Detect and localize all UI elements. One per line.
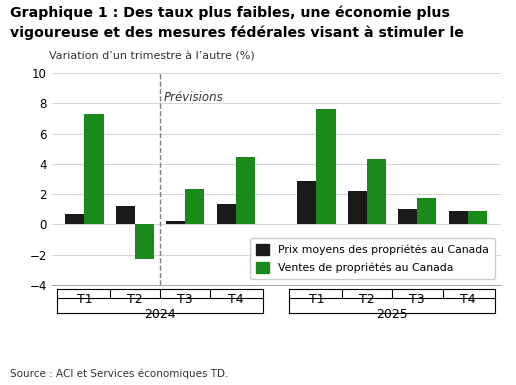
Bar	[467, 211, 487, 224]
Bar	[448, 211, 467, 224]
Bar	[217, 204, 236, 224]
Text: T2: T2	[359, 293, 375, 306]
Text: 2025: 2025	[376, 308, 408, 321]
Text: T4: T4	[460, 293, 476, 306]
Bar	[135, 224, 154, 259]
Text: T3: T3	[178, 293, 193, 306]
Text: Source : ACI et Services économiques TD.: Source : ACI et Services économiques TD.	[10, 369, 229, 379]
Text: T4: T4	[228, 293, 244, 306]
Bar	[236, 157, 255, 224]
Bar	[185, 189, 204, 224]
Bar	[166, 221, 185, 224]
Bar	[398, 209, 417, 224]
Text: Graphique 1 : Des taux plus faibles, une économie plus: Graphique 1 : Des taux plus faibles, une…	[10, 6, 450, 20]
Legend: Prix moyens des propriétés au Canada, Ventes de propriétés au Canada: Prix moyens des propriétés au Canada, Ve…	[250, 238, 495, 280]
Bar	[417, 198, 437, 224]
Text: vigoureuse et des mesures fédérales visant à stimuler le: vigoureuse et des mesures fédérales visa…	[10, 25, 464, 40]
Text: Prévisions: Prévisions	[164, 91, 224, 104]
Text: T1: T1	[76, 293, 92, 306]
Bar	[65, 214, 85, 224]
Bar	[116, 206, 135, 224]
Text: 2024: 2024	[144, 308, 176, 321]
Text: T2: T2	[127, 293, 142, 306]
Bar	[348, 191, 367, 224]
Text: Variation d’un trimestre à l’autre (%): Variation d’un trimestre à l’autre (%)	[49, 51, 255, 61]
Bar	[367, 159, 386, 224]
Bar	[297, 181, 316, 224]
Text: T3: T3	[410, 293, 425, 306]
Bar	[85, 114, 104, 224]
Text: T1: T1	[309, 293, 324, 306]
Bar	[316, 109, 335, 224]
